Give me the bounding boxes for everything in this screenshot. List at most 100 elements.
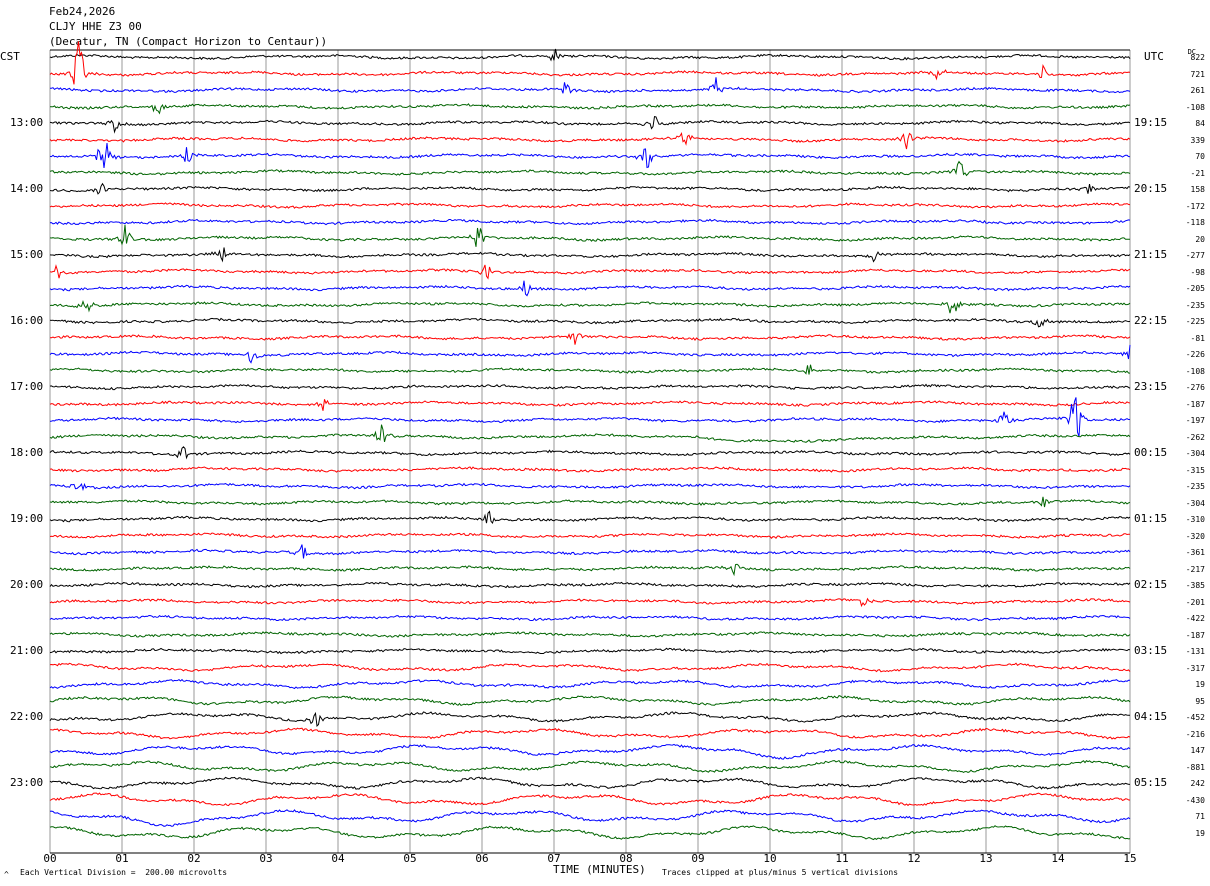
dc-offset-label: 242 — [1190, 779, 1205, 788]
left-zone-label: CST — [0, 50, 20, 63]
dc-offset-label: 721 — [1190, 69, 1205, 79]
dc-offset-label: -225 — [1185, 317, 1205, 326]
dc-offset-label: 339 — [1190, 135, 1205, 145]
footer-mark: ^ — [4, 870, 9, 879]
trace-16 — [49, 317, 1131, 328]
x-tick-label: 09 — [691, 852, 704, 865]
dc-offset-label: -81 — [1190, 333, 1205, 343]
left-hour-label: 13:00 — [10, 116, 44, 129]
dc-offset-label: -235 — [1185, 300, 1205, 310]
x-tick-label: 06 — [475, 852, 488, 865]
trace-7 — [49, 160, 1131, 177]
right-hour-label: 04:15 — [1134, 710, 1168, 723]
trace-2 — [49, 77, 1131, 94]
right-hour-label: 21:15 — [1134, 248, 1168, 261]
dc-offset-label: 19 — [1195, 828, 1205, 838]
trace-30 — [50, 544, 1131, 559]
dc-offset-label: -98 — [1190, 267, 1205, 277]
dc-offset-label: -172 — [1185, 201, 1205, 211]
right-hour-label: 02:15 — [1134, 578, 1168, 591]
trace-43 — [49, 759, 1131, 773]
dc-offset-label: -217 — [1185, 564, 1205, 574]
dc-offset-label: -430 — [1185, 795, 1205, 805]
left-hour-label: 23:00 — [10, 776, 44, 789]
dc-offset-label: -205 — [1185, 284, 1205, 293]
trace-45 — [49, 792, 1131, 807]
dc-offset-label: 71 — [1195, 812, 1205, 821]
location-label: (Decatur, TN (Compact Horizon to Centaur… — [49, 35, 328, 48]
trace-9 — [49, 202, 1131, 209]
trace-36 — [49, 647, 1131, 655]
dc-offset-label: -187 — [1185, 630, 1205, 640]
trace-27 — [49, 496, 1131, 508]
dc-offset-label: 70 — [1195, 152, 1205, 161]
x-tick-label: 10 — [763, 852, 776, 865]
trace-34 — [49, 614, 1131, 622]
trace-11 — [49, 224, 1131, 247]
right-hour-label: 23:15 — [1134, 380, 1168, 393]
trace-group — [49, 41, 1131, 841]
dc-offset-label: 84 — [1195, 119, 1205, 128]
x-tick-label: 02 — [187, 852, 200, 865]
trace-46 — [49, 809, 1131, 827]
dc-offset-label: -317 — [1185, 663, 1205, 673]
trace-0 — [49, 48, 1131, 62]
dc-offset-label: -235 — [1185, 482, 1205, 491]
trace-19 — [49, 364, 1131, 375]
right-hour-label: 19:15 — [1134, 116, 1168, 129]
date-label: Feb24,2026 — [49, 5, 116, 18]
dc-offset-label: 19 — [1195, 680, 1205, 689]
x-tick-label: 00 — [43, 852, 56, 865]
dc-offset-label: -197 — [1185, 416, 1205, 425]
trace-22 — [49, 397, 1130, 437]
x-tick-label: 15 — [1123, 852, 1136, 865]
dc-offset-label: -21 — [1190, 168, 1205, 178]
left-hour-label: 18:00 — [10, 446, 44, 459]
x-tick-label: 11 — [835, 852, 848, 865]
dc-offset-label: -304 — [1185, 449, 1205, 458]
dc-offset-label: -108 — [1185, 102, 1205, 112]
left-hour-label: 21:00 — [10, 644, 44, 657]
trace-13 — [49, 264, 1131, 280]
dc-label: DC — [1187, 48, 1196, 56]
trace-29 — [49, 532, 1131, 539]
scale-note: Each Vertical Division = 200.00 microvol… — [20, 868, 228, 877]
x-tick-label: 03 — [259, 852, 272, 865]
dc-offset-label: -452 — [1185, 713, 1205, 722]
x-tick-label: 05 — [403, 852, 416, 865]
right-hour-label: 05:15 — [1134, 776, 1168, 789]
x-axis-title: TIME (MINUTES) — [553, 863, 646, 876]
trace-5 — [49, 131, 1131, 150]
x-axis: 00 01 02 03 04 05 06 07 08 09 10 11 12 13 14 15 — [43, 852, 1136, 865]
dc-offset-label: -422 — [1185, 614, 1205, 623]
trace-47 — [49, 825, 1131, 841]
dc-offset-label: -201 — [1185, 597, 1205, 607]
x-tick-label: 01 — [115, 852, 128, 865]
left-hour-label: 16:00 — [10, 314, 44, 327]
trace-33 — [49, 597, 1131, 608]
trace-42 — [49, 743, 1131, 760]
right-hour-label: 20:15 — [1134, 182, 1168, 195]
trace-14 — [49, 280, 1131, 297]
right-hour-label: 22:15 — [1134, 314, 1168, 327]
trace-41 — [49, 727, 1131, 740]
x-tick-label: 07 — [547, 852, 560, 865]
trace-38 — [49, 678, 1130, 690]
dc-offset-label: -187 — [1185, 399, 1205, 409]
trace-10 — [49, 218, 1131, 226]
x-tick-label: 04 — [331, 852, 345, 865]
left-hour-label: 20:00 — [10, 578, 44, 591]
trace-12 — [49, 247, 1131, 263]
x-tick-label: 13 — [979, 852, 992, 865]
dc-offset-label: -320 — [1185, 531, 1205, 541]
trace-31 — [50, 563, 1131, 577]
left-hour-label: 19:00 — [10, 512, 44, 525]
minute-grid — [49, 49, 1131, 854]
dc-offset-label: 95 — [1195, 696, 1205, 706]
trace-20 — [49, 383, 1131, 391]
trace-26 — [49, 482, 1131, 492]
dc-offset-label: 822 — [1190, 53, 1205, 62]
right-hour-label: 01:15 — [1134, 512, 1168, 525]
station-label: CLJY HHE Z3 00 — [49, 20, 142, 33]
